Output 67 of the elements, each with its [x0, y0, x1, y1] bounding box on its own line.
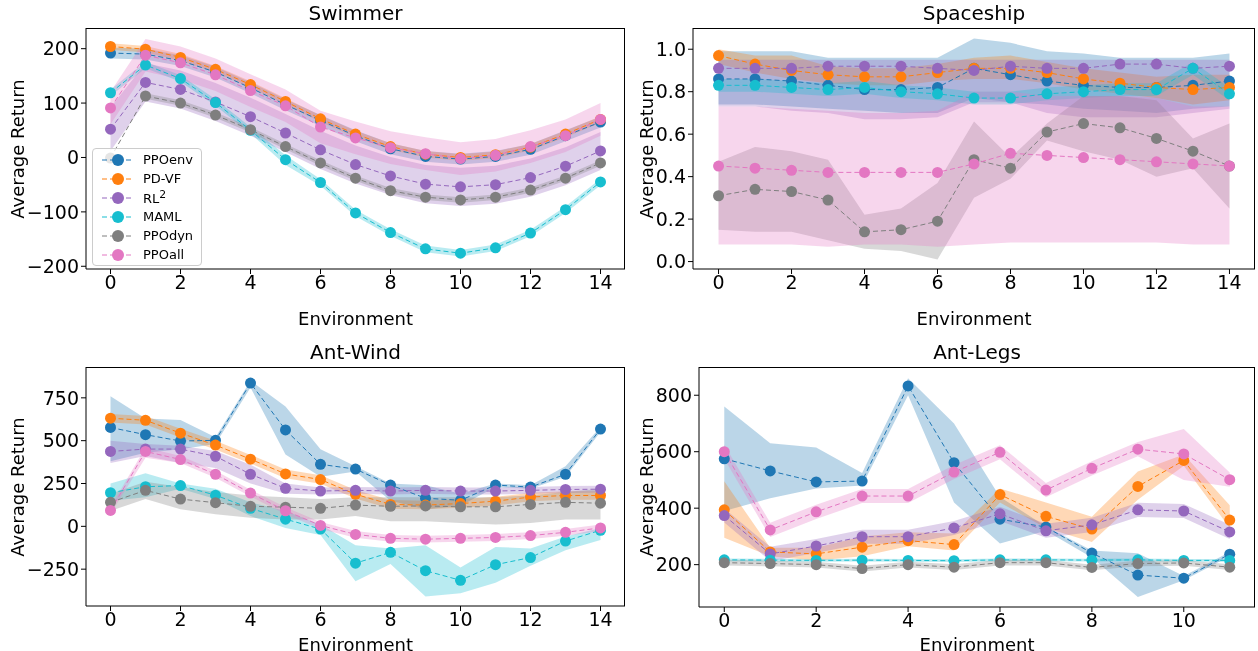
x-tick-label: 4	[244, 271, 257, 294]
x-tick-label: 6	[931, 271, 944, 294]
x-tick-label: 2	[785, 271, 798, 294]
x-tick-label: 2	[174, 608, 187, 631]
x-tick-label: 4	[902, 609, 915, 632]
chart-title: Ant-Wind	[309, 340, 402, 364]
y-tick-label: 600	[655, 440, 692, 463]
x-tick-label: 8	[384, 271, 397, 294]
y-tick-label: 1.0	[655, 37, 686, 60]
x-tick-label: 12	[518, 608, 543, 631]
x-tick-label: 12	[518, 271, 543, 294]
y-tick-label: 250	[42, 472, 79, 495]
x-axis-title: Environment	[916, 308, 1032, 329]
x-tick-label: 8	[1004, 271, 1017, 294]
x-tick-label: 0	[718, 609, 731, 632]
y-tick-label: 200	[42, 37, 79, 60]
y-axis-title: Average Return	[7, 416, 28, 557]
x-tick-label: 2	[174, 271, 187, 294]
x-tick-label: 2	[810, 609, 823, 632]
y-tick-label: 0.0	[655, 250, 686, 273]
chart-title: Ant-Legs	[932, 340, 1022, 364]
y-axis-title: Average Return	[636, 78, 657, 219]
legend-label: PPOall	[143, 247, 185, 262]
legend-label: PPOenv	[143, 152, 193, 167]
y-tick-label: −250	[26, 557, 79, 580]
x-tick-label: 4	[244, 608, 257, 631]
x-tick-label: 12	[1144, 271, 1169, 294]
x-axis-title: Environment	[919, 634, 1035, 651]
x-tick-label: 10	[1071, 271, 1096, 294]
x-tick-label: 0	[712, 271, 725, 294]
x-tick-label: 6	[314, 271, 327, 294]
x-tick-label: 6	[314, 608, 327, 631]
x-tick-label: 0	[104, 608, 117, 631]
x-tick-label: 4	[858, 271, 871, 294]
chart-title: Swimmer	[307, 1, 404, 25]
y-axis-title: Average Return	[7, 78, 28, 219]
x-tick-label: 10	[448, 608, 473, 631]
y-tick-label: 0	[66, 146, 79, 169]
y-axis-title: Average Return	[636, 417, 657, 557]
x-tick-label: 8	[384, 608, 397, 631]
x-tick-label: 10	[448, 271, 473, 294]
y-tick-label: 0.6	[655, 122, 686, 145]
y-tick-label: 100	[42, 91, 79, 114]
x-tick-label: 6	[993, 609, 1007, 632]
y-tick-label: 500	[42, 429, 79, 452]
legend-label: MAML	[143, 209, 182, 224]
x-axis-title: Environment	[298, 634, 413, 651]
x-tick-label: 14	[1217, 271, 1242, 294]
legend-label: RL$^{2}$	[143, 188, 167, 207]
y-tick-label: 0.2	[655, 207, 686, 230]
x-axis-title: Environment	[298, 308, 413, 329]
x-tick-label: 0	[104, 271, 117, 294]
x-tick-label: 14	[588, 608, 613, 631]
chart-title: Spaceship	[921, 1, 1027, 25]
x-tick-label: 10	[1171, 609, 1196, 632]
y-tick-label: −200	[26, 255, 79, 278]
legend-label: PPOdyn	[143, 228, 194, 243]
y-tick-label: 0	[66, 515, 79, 538]
x-tick-label: 8	[1085, 609, 1098, 632]
y-tick-label: 750	[42, 386, 79, 409]
y-tick-label: −100	[26, 200, 79, 223]
y-tick-label: 800	[655, 383, 692, 406]
y-tick-label: 200	[655, 553, 692, 576]
x-tick-label: 14	[588, 271, 613, 294]
legend-label: PD-VF	[143, 171, 182, 186]
y-tick-label: 0.4	[655, 165, 686, 188]
y-tick-label: 0.8	[655, 80, 686, 103]
